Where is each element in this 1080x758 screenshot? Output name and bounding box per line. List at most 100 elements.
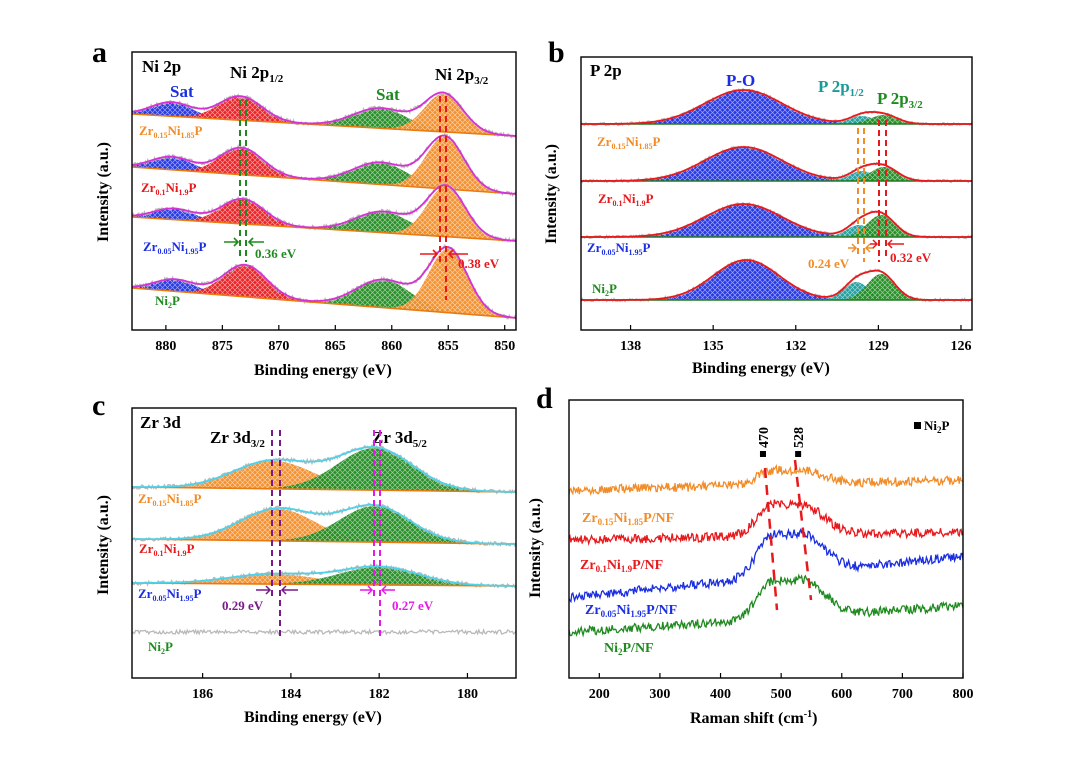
d-series-3 [568, 573, 964, 638]
panel-b-frame [580, 56, 973, 331]
b-tick-label-138: 138 [620, 339, 641, 354]
c-tick-label-182: 182 [369, 687, 390, 702]
a-trace-2-hatch-3 [132, 186, 516, 241]
c-3-sample-label: Ni2P [148, 639, 173, 656]
c-trace-2-envelope [132, 565, 517, 587]
b-shift-arrows-1 [848, 243, 874, 253]
d-peak-label-470: 470 [757, 427, 772, 448]
b-tick-label-132: 132 [785, 339, 806, 354]
panel-d-x-ticks: 200 300 400 500 600 700 800 [589, 673, 974, 702]
c-shift-label-1: 0.29 eV [222, 598, 264, 613]
a-tick-label-860: 860 [381, 339, 402, 354]
a-trace-0-baseline [131, 113, 517, 137]
panel-a-xlabel: Binding energy (eV) [254, 362, 392, 379]
a-trace-0-envelope [131, 91, 517, 137]
panel-d-frame [568, 399, 964, 679]
label-sat-left: Sat [170, 82, 194, 101]
c-trace-2-baseline [131, 582, 517, 587]
b-trace-0-envelope [581, 89, 972, 125]
a-trace-2-baseline [131, 216, 517, 242]
a-tick-label-865: 865 [325, 339, 346, 354]
label-zr3d52: Zr 3d5/2 [372, 428, 427, 450]
label-sat-right: Sat [376, 85, 400, 104]
panel-a-title: Ni 2p [142, 57, 181, 76]
a-tick-label-880: 880 [155, 339, 176, 354]
panel-b-plot-area [580, 88, 973, 303]
label-ni2p12: Ni 2p1/2 [230, 63, 284, 85]
c-tick-label-184: 184 [280, 687, 301, 702]
a-1-sample-label: Zr0.1Ni1.9P [141, 180, 196, 197]
a-trace-3-baseline [131, 287, 517, 319]
c-2-sample-label: Zr0.05Ni1.95P [138, 586, 201, 603]
b-tick-label-126: 126 [950, 339, 971, 354]
c-trace-0-baseline [131, 486, 517, 493]
a-tick-label-855: 855 [438, 339, 459, 354]
a-trace-3-hatch-1 [132, 264, 516, 318]
c-shift-label-2: 0.27 eV [392, 598, 434, 613]
b-trace-1-envelope [581, 146, 972, 182]
a-trace-3-hatch-0 [132, 279, 516, 318]
c-shift-arrows-1 [256, 585, 298, 595]
a-trace-3-hatch-3 [132, 248, 516, 318]
c-trace-1-hatch-1 [132, 506, 516, 544]
b-trace-1-hatch-0 [581, 147, 972, 181]
panel-letter-d: d [536, 382, 553, 415]
panel-c-zr3d: c 186 184 182 180 Zr 3d Zr 3d3/2 Zr 3d5/2 Z… [92, 389, 517, 726]
panel-c-x-ticks: 186 184 182 180 [192, 673, 478, 702]
a-trace-1-envelope [131, 134, 516, 195]
d-tick-label-400: 400 [710, 687, 731, 702]
b-trace-2-envelope [581, 203, 972, 238]
a-tick-label-875: 875 [212, 339, 233, 354]
d-2-sample-label: Zr0.05Ni1.95P/NF [585, 603, 677, 619]
d-peak-marker-528 [795, 451, 802, 457]
a-trace-2-hatch-1 [132, 198, 516, 241]
d-tick-label-800: 800 [953, 687, 974, 702]
d-series-1 [568, 498, 964, 547]
c-trace-1-baseline [131, 538, 517, 545]
panel-d-sample-labels: Zr0.15Ni1.85P/NF Zr0.1Ni1.9P/NF Zr0.05Ni1.… [580, 511, 677, 657]
c-trace-0-hatch-1 [132, 448, 516, 492]
c-trace-0-hatch-0 [132, 460, 516, 492]
a-trace-0-hatch-1 [132, 96, 516, 136]
a-shift-label-1: 0.36 eV [255, 246, 297, 261]
b-tick-label-129: 129 [868, 339, 889, 354]
panel-c-ylabel: Intensity (a.u.) [95, 495, 112, 595]
b-trace-0-hatch-2 [581, 115, 972, 124]
a-shift-arrows-2 [420, 249, 468, 259]
panel-d-ylabel: Intensity (a.u.) [527, 498, 544, 598]
c-trace-2-hatch-1 [132, 566, 516, 586]
c-trace-1-envelope [132, 504, 516, 545]
legend-marker [914, 422, 921, 429]
d-tick-label-200: 200 [589, 687, 610, 702]
panel-letter-a: a [92, 36, 107, 69]
label-p2p32: P 2p3/2 [877, 89, 923, 111]
c-trace-1-hatch-0 [132, 508, 516, 544]
a-trace-2-hatch-0 [132, 208, 516, 241]
panel-c-title: Zr 3d [140, 413, 181, 432]
d-peak-label-528: 528 [792, 427, 807, 448]
d-peak-line-470 [763, 467, 779, 611]
b-trace-3-hatch-0 [581, 260, 972, 300]
d-3-sample-label: Ni2P/NF [604, 641, 654, 657]
a-trace-0-hatch-3 [132, 93, 516, 136]
label-zr3d32: Zr 3d3/2 [210, 428, 265, 450]
d-tick-label-700: 700 [892, 687, 913, 702]
a-trace-1-hatch-0 [132, 156, 516, 194]
b-trace-3-hatch-2 [581, 274, 972, 300]
c-tick-label-180: 180 [457, 687, 478, 702]
b-tick-label-135: 135 [703, 339, 724, 354]
panel-b-ylabel: Intensity (a.u.) [543, 144, 560, 244]
a-3-sample-label: Ni2P [155, 293, 180, 310]
panel-a-ni2p: a 880 875 870 865 860 855 850 Ni 2p Sat Ni 2p1… [92, 36, 517, 379]
a-tick-label-850: 850 [494, 339, 515, 354]
panel-a-ylabel: Intensity (a.u.) [95, 142, 112, 242]
panel-a-x-ticks: 880 875 870 865 860 855 850 [155, 325, 515, 354]
a-tick-label-870: 870 [268, 339, 289, 354]
d-series-2 [568, 527, 964, 604]
c-trace-3-raw [131, 627, 517, 636]
panel-letter-c: c [92, 389, 105, 422]
label-po: P-O [726, 71, 755, 90]
panel-b-sample-labels: Zr0.15Ni1.85P Zr0.1Ni1.9P Zr0.05Ni1.95P Ni2… [587, 134, 660, 298]
legend-label: Ni2P [924, 418, 950, 435]
